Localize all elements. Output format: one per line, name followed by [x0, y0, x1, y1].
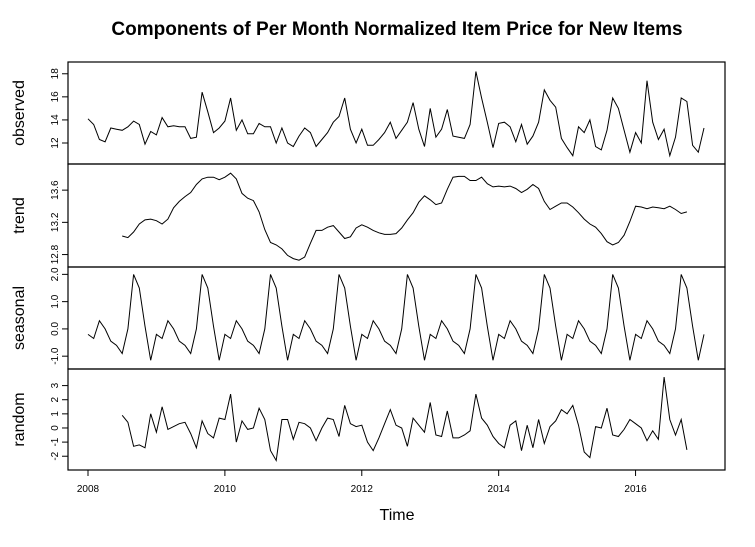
y-tick-label-random: 3	[50, 382, 61, 388]
y-tick-label-random: -1	[50, 437, 61, 446]
y-tick-label-trend: 13.6	[50, 180, 61, 200]
y-tick-label-random: 0	[50, 425, 61, 431]
y-tick-label-seasonal: 0.0	[50, 322, 61, 336]
x-tick-label: 2010	[214, 484, 237, 495]
y-tick-label-trend: 12.8	[50, 244, 61, 264]
series-line-observed	[87, 71, 705, 158]
y-tick-label-seasonal: 2.0	[50, 267, 61, 281]
chart-title: Components of Per Month Normalized Item …	[111, 19, 682, 40]
panel-trend: 12.8 13.2 13.6 trend	[11, 163, 726, 268]
y-tick-label-random: 1	[50, 411, 61, 417]
panel-frame-seasonal	[67, 266, 726, 370]
panel-random: -2 -1 0 1 2 3 random	[11, 368, 726, 471]
y-tick-label-trend: 13.2	[50, 212, 61, 232]
panel-frame-trend	[67, 163, 726, 268]
x-tick-label: 2008	[77, 484, 100, 495]
series-line-random	[121, 377, 688, 463]
y-tick-label-random: -2	[50, 451, 61, 460]
x-axis-label: Time	[380, 507, 415, 524]
series-line-trend	[122, 172, 688, 261]
x-tick-label: 2014	[488, 484, 511, 495]
panel-frame-random	[67, 368, 726, 471]
y-tick-label-random: 2	[50, 397, 61, 403]
panel-ylabel-observed: observed	[11, 80, 28, 146]
panel-ylabel-random: random	[11, 392, 28, 446]
panel-ylabel-trend: trend	[11, 197, 28, 233]
panel-frame-observed	[67, 61, 726, 165]
y-tick-label-observed: 12	[50, 137, 61, 149]
x-tick-label: 2012	[351, 484, 374, 495]
y-tick-label-observed: 18	[50, 68, 61, 80]
y-tick-label-seasonal: -1.0	[50, 347, 61, 365]
panels-layer: 12141618observed12.813.213.6trend-1.00.0…	[11, 61, 726, 471]
panel-observed: 12 14 16 18 observed	[11, 61, 726, 165]
y-tick-label-observed: 16	[50, 91, 61, 103]
x-tick-label: 2016	[624, 484, 647, 495]
series-line-seasonal	[87, 274, 705, 361]
y-tick-label-seasonal: 1.0	[50, 294, 61, 308]
panel-ylabel-seasonal: seasonal	[11, 286, 28, 350]
panel-seasonal: -1.0 0.0 1.0 2.0 seasonal	[11, 266, 726, 370]
x-axis: 2008 2010 2012 2014 2016	[77, 470, 647, 495]
y-tick-label-observed: 14	[50, 114, 61, 126]
